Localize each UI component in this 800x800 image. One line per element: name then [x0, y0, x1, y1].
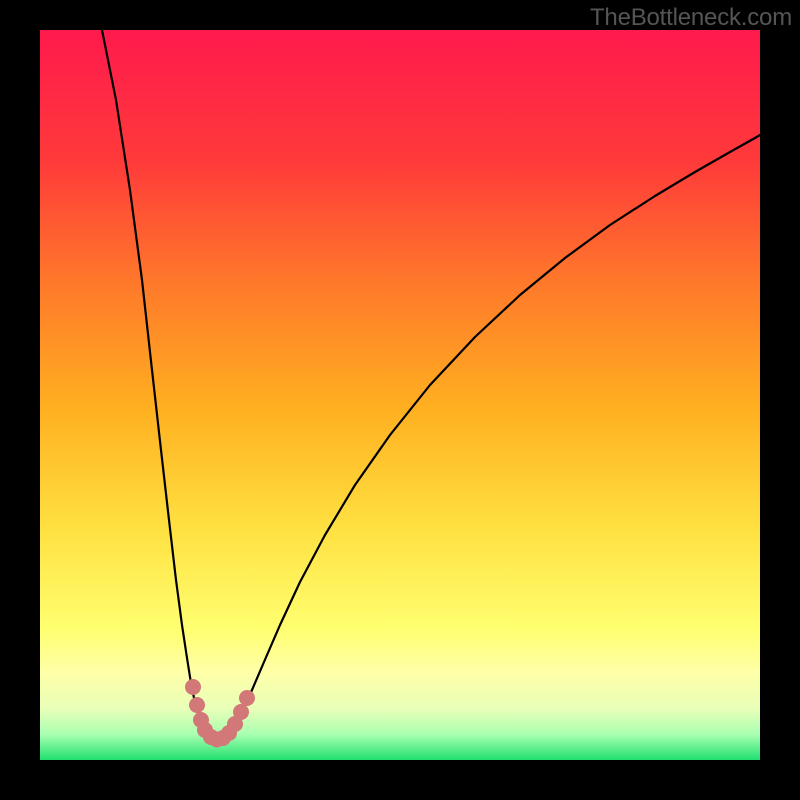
marker-point	[189, 697, 205, 713]
attribution-text: TheBottleneck.com	[584, 0, 800, 34]
marker-point	[239, 690, 255, 706]
marker-point	[233, 704, 249, 720]
chart-svg	[0, 0, 800, 800]
marker-point	[185, 679, 201, 695]
plot-background	[40, 30, 760, 760]
chart-container: TheBottleneck.com	[0, 0, 800, 800]
